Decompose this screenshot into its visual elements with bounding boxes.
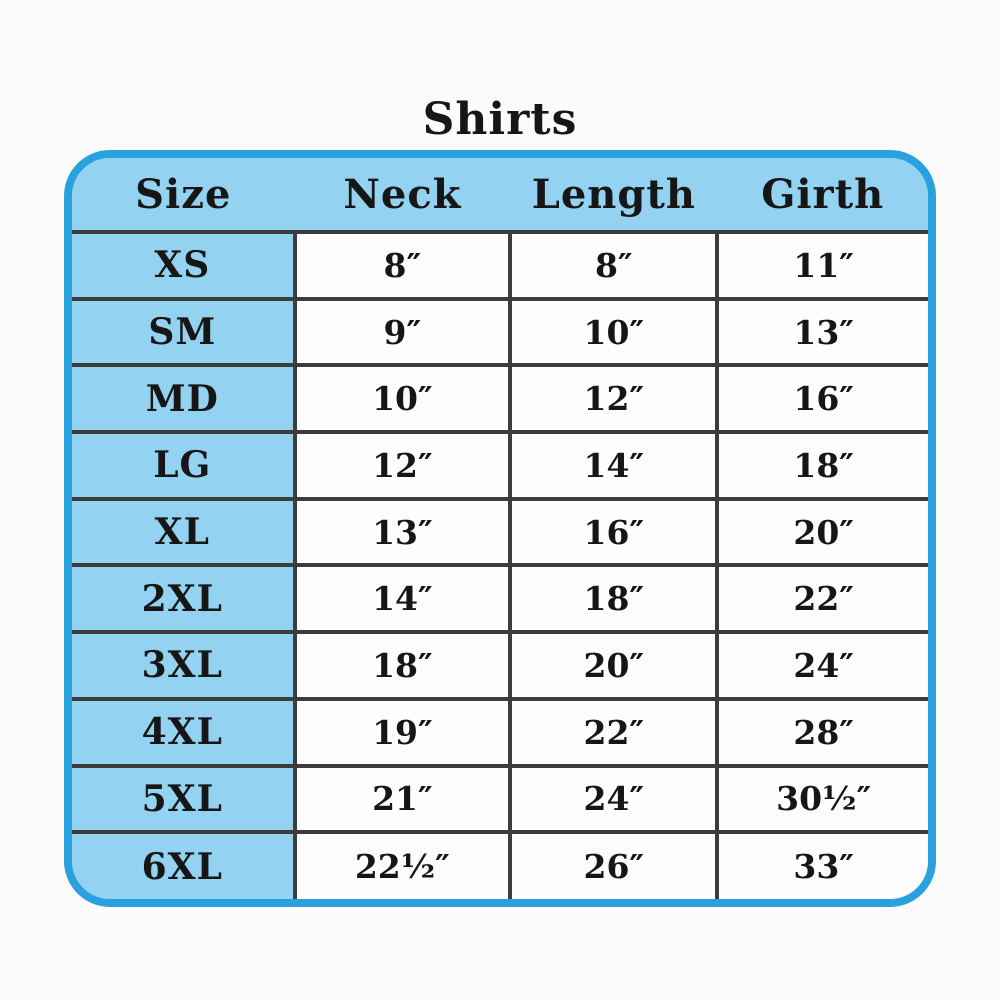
value-cell: 18″ (715, 430, 928, 501)
column-header-girth: Girth (717, 158, 928, 234)
size-table: Size Neck Length Girth XS 8″ 8″ 11″ SM 9″ 10″ 13″ M… (72, 158, 928, 899)
chart-title: Shirts (422, 94, 578, 145)
value-cell: 8″ (508, 232, 720, 301)
column-header-length: Length (510, 158, 718, 234)
table-row: MD 10″ 12″ 16″ (72, 363, 928, 435)
table-row: LG 12″ 14″ 18″ (72, 430, 928, 501)
value-cell: 21″ (292, 763, 513, 835)
size-table-header: Size Neck Length Girth (72, 158, 928, 234)
value-cell: 19″ (292, 696, 513, 768)
value-cell: 16″ (715, 363, 928, 435)
header-row: Size Neck Length Girth (72, 158, 928, 234)
value-cell: 10″ (292, 363, 513, 435)
value-cell: 22″ (715, 563, 928, 635)
size-cell: XS (72, 232, 297, 301)
value-cell: 16″ (508, 496, 720, 568)
value-cell: 11″ (715, 232, 928, 301)
value-cell: 26″ (508, 830, 720, 899)
value-cell: 12″ (292, 430, 513, 501)
value-cell: 24″ (715, 630, 928, 701)
size-cell: 6XL (72, 830, 297, 899)
size-cell: 3XL (72, 630, 297, 701)
size-cell: 5XL (72, 763, 297, 835)
value-cell: 22″ (508, 696, 720, 768)
value-cell: 13″ (292, 496, 513, 568)
column-header-neck: Neck (294, 158, 511, 234)
value-cell: 28″ (715, 696, 928, 768)
table-row: 6XL 22½″ 26″ 33″ (72, 830, 928, 899)
value-cell: 33″ (715, 830, 928, 899)
value-cell: 14″ (508, 430, 720, 501)
size-cell: XL (72, 496, 297, 568)
table-row: 4XL 19″ 22″ 28″ (72, 696, 928, 768)
table-row: 3XL 18″ 20″ 24″ (72, 630, 928, 701)
table-row: 5XL 21″ 24″ 30½″ (72, 763, 928, 835)
value-cell: 20″ (715, 496, 928, 568)
column-header-size: Size (72, 158, 295, 234)
value-cell: 13″ (715, 296, 928, 368)
size-cell: 2XL (72, 563, 297, 635)
size-cell: MD (72, 363, 297, 435)
size-cell: SM (72, 296, 297, 368)
value-cell: 8″ (292, 232, 513, 301)
table-row: 2XL 14″ 18″ 22″ (72, 563, 928, 635)
value-cell: 14″ (292, 563, 513, 635)
value-cell: 22½″ (292, 830, 513, 899)
value-cell: 24″ (508, 763, 720, 835)
table-row: SM 9″ 10″ 13″ (72, 296, 928, 368)
value-cell: 12″ (508, 363, 720, 435)
size-table-frame: Size Neck Length Girth XS 8″ 8″ 11″ SM 9″ 10″ 13″ M… (64, 150, 936, 907)
table-row: XS 8″ 8″ 11″ (72, 232, 928, 301)
table-row: XL 13″ 16″ 20″ (72, 496, 928, 568)
value-cell: 30½″ (715, 763, 928, 835)
size-table-body: XS 8″ 8″ 11″ SM 9″ 10″ 13″ MD 10″ 12″ 16″ LG 12″ 14″ 18… (72, 232, 928, 899)
value-cell: 10″ (508, 296, 720, 368)
value-cell: 18″ (292, 630, 513, 701)
size-cell: 4XL (72, 696, 297, 768)
value-cell: 20″ (508, 630, 720, 701)
value-cell: 9″ (292, 296, 513, 368)
size-cell: LG (72, 430, 297, 501)
value-cell: 18″ (508, 563, 720, 635)
